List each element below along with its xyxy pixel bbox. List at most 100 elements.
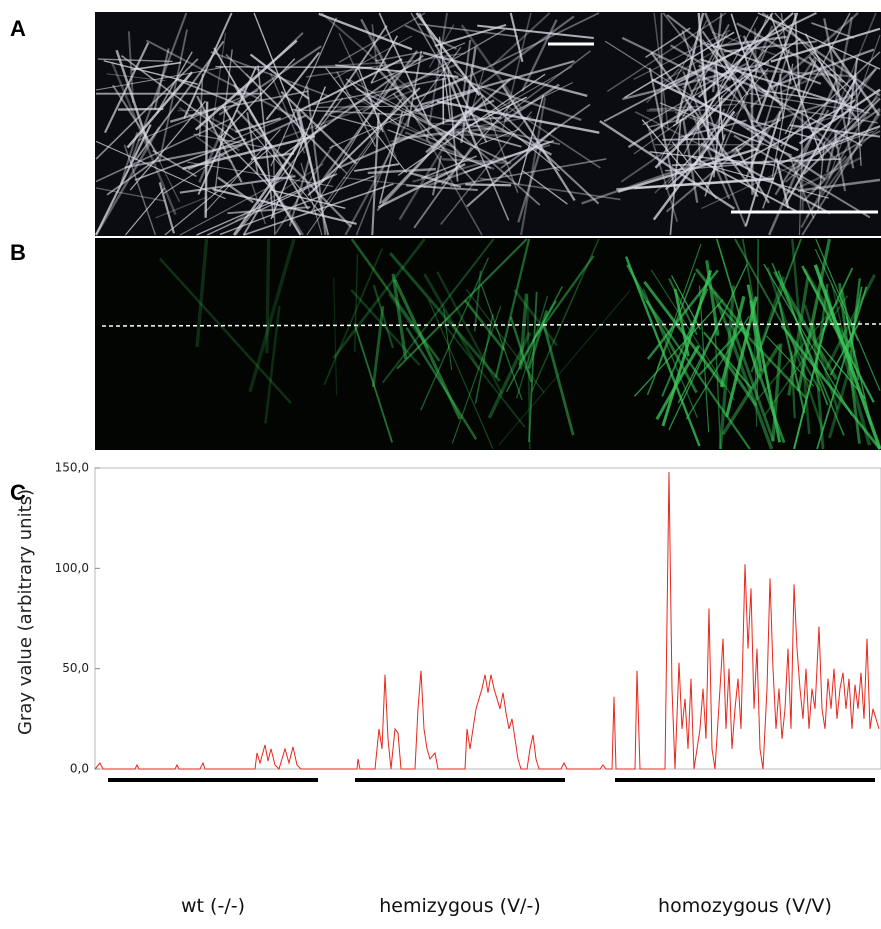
fiber xyxy=(338,12,426,63)
fiber xyxy=(434,24,507,47)
fiber xyxy=(390,116,532,143)
fiber xyxy=(250,129,325,217)
fiber xyxy=(717,97,878,124)
fiber xyxy=(824,274,876,371)
fiber xyxy=(797,178,881,193)
fiber xyxy=(626,264,698,394)
fiber xyxy=(212,188,357,225)
fiber xyxy=(526,296,531,450)
fiber xyxy=(214,49,233,194)
fiber xyxy=(487,331,532,419)
fiber xyxy=(498,289,631,446)
fiber xyxy=(343,176,442,190)
fiber xyxy=(682,58,725,89)
fiber xyxy=(317,61,386,68)
fiber xyxy=(155,196,208,219)
fiber xyxy=(643,281,726,388)
fiber xyxy=(164,145,273,236)
fiber xyxy=(698,64,767,93)
fiber xyxy=(490,66,573,114)
fiber xyxy=(790,124,881,138)
fiber xyxy=(95,124,152,236)
fiber xyxy=(494,238,531,378)
fiber xyxy=(810,125,881,195)
fiber xyxy=(243,183,394,236)
fiber xyxy=(196,95,243,183)
fiber xyxy=(464,140,555,174)
fiber xyxy=(655,344,701,421)
fiber xyxy=(761,12,881,97)
fiber xyxy=(460,24,523,110)
y-tick-label: 100,0 xyxy=(55,561,89,575)
fiber xyxy=(831,283,856,383)
fiber xyxy=(456,130,541,206)
fiber xyxy=(392,92,476,184)
fiber xyxy=(204,128,281,213)
fiber xyxy=(748,84,863,147)
fiber xyxy=(388,293,429,349)
fiber xyxy=(771,343,783,442)
fiber xyxy=(681,30,726,159)
fiber xyxy=(662,12,696,55)
fiber xyxy=(372,284,394,349)
fiber xyxy=(464,299,506,351)
fiber xyxy=(599,120,736,210)
fiber xyxy=(324,62,459,117)
fiber xyxy=(705,47,768,190)
fiber xyxy=(854,72,862,166)
fiber xyxy=(711,31,777,56)
fiber xyxy=(801,265,875,403)
fiber xyxy=(206,173,338,236)
fiber xyxy=(661,269,712,427)
fiber xyxy=(129,12,188,164)
fiber xyxy=(771,262,845,436)
fiber xyxy=(778,125,881,165)
fiber xyxy=(225,53,340,168)
fiber xyxy=(474,314,494,404)
fiber xyxy=(312,77,447,106)
fiber xyxy=(788,154,815,219)
fiber xyxy=(197,66,257,195)
fibers-a xyxy=(94,12,881,236)
fiber xyxy=(679,119,747,139)
fiber xyxy=(428,24,455,68)
fiber xyxy=(650,51,759,198)
fiber xyxy=(828,34,881,179)
fiber xyxy=(682,119,699,203)
fiber xyxy=(306,97,404,236)
fiber xyxy=(270,86,327,220)
fiber xyxy=(771,63,794,178)
fiber xyxy=(420,60,575,106)
fiber xyxy=(505,286,564,393)
fiber xyxy=(739,68,858,78)
fiber xyxy=(460,47,477,144)
fiber xyxy=(397,73,546,176)
fiber xyxy=(282,88,418,139)
fiber xyxy=(770,48,875,88)
fiber xyxy=(766,266,824,430)
fiber xyxy=(509,316,533,383)
fiber xyxy=(242,131,306,236)
fiber xyxy=(513,289,558,347)
fiber xyxy=(606,12,727,93)
fiber xyxy=(528,291,538,443)
fiber xyxy=(466,96,528,128)
fiber xyxy=(698,285,710,433)
fiber xyxy=(468,131,522,148)
fiber xyxy=(817,141,826,209)
fiber xyxy=(645,121,678,223)
fiber xyxy=(755,12,799,122)
fiber xyxy=(265,51,320,121)
fiber xyxy=(816,286,868,450)
fiber xyxy=(449,158,607,187)
fiber xyxy=(531,238,600,392)
fiber xyxy=(779,73,784,119)
fiber xyxy=(814,283,829,374)
fiber xyxy=(123,144,157,236)
fiber xyxy=(833,129,847,192)
fiber xyxy=(762,59,817,209)
fiber xyxy=(115,49,150,144)
fiber xyxy=(273,152,276,236)
fiber xyxy=(146,39,298,120)
